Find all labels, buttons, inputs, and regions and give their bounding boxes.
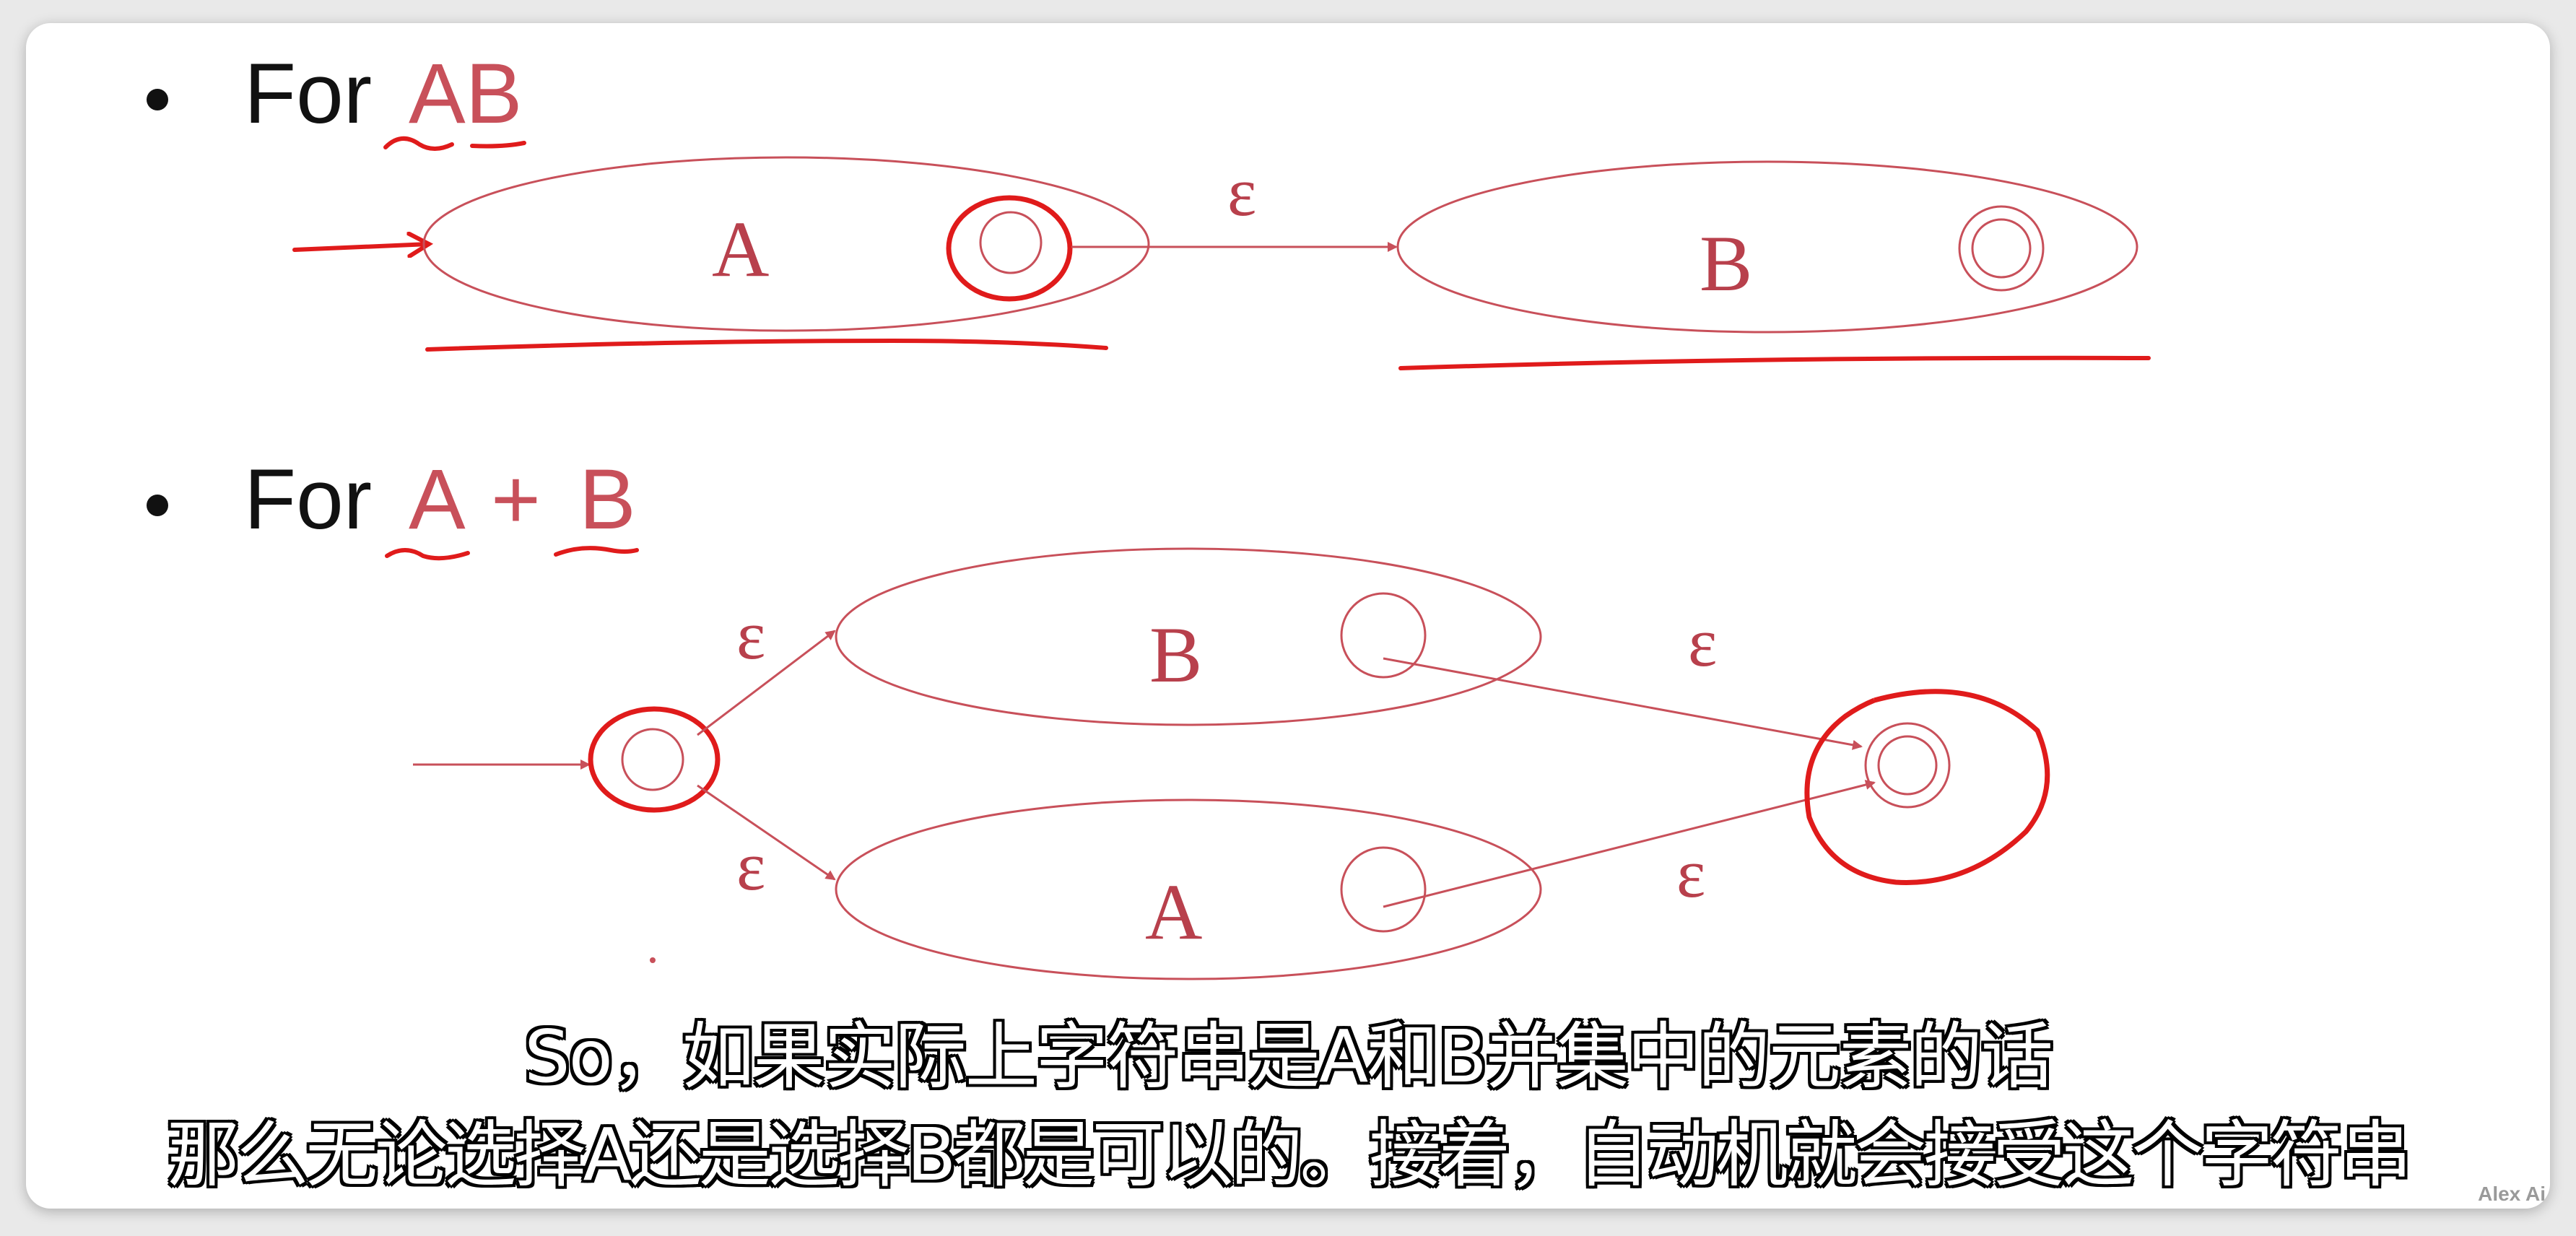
union-machine-a-ellipse [835,798,1542,980]
machine-b-final-inner [1971,218,2032,279]
pen-underline-union-b [554,546,639,557]
union-machine-b-label: B [1149,611,1202,699]
machine-a-label: A [712,205,769,293]
union-machine-a-final [1340,846,1427,933]
union-machine-b-ellipse [835,547,1542,726]
subtitle-line-2: 那么无论选择A还是选择B都是可以的。接着，自动机就会接受这个字符串 [167,1113,2411,1197]
bullet-union [147,495,168,516]
heading-ab-prefix: For [244,46,372,142]
epsilon-label-to-a: ε [736,827,765,905]
video-frame: For AB A ε B For A + B [26,23,2550,1209]
machine-b-label: B [1700,219,1752,308]
pen-underline-b [470,141,526,149]
epsilon-label-ab: ε [1227,153,1256,230]
stray-dot [650,957,656,963]
pen-circle-start [588,706,721,813]
machine-a-final-state [979,211,1043,274]
heading-union-prefix: For [244,452,372,547]
union-final-outer [1864,722,1951,809]
subtitle-line-1: So，如果实际上字符串是A和B并集中的元素的话 [524,1014,2053,1099]
pen-circle-union-final [1804,689,2050,885]
bullet-ab [147,89,168,110]
channel-watermark: Alex Ai [2478,1183,2546,1205]
machine-a-ellipse [422,156,1150,332]
epsilon-transition-to-a [697,784,836,881]
pen-underline-a [383,136,454,151]
heading-union-plus: + [491,452,541,547]
union-machine-b-final [1340,592,1427,679]
union-machine-a-label: A [1145,868,1202,956]
machine-b-ellipse [1396,160,2138,334]
epsilon-transition-to-b [697,630,836,736]
heading-ab-expr: AB [409,46,522,142]
start-state [621,728,684,791]
epsilon-label-from-b: ε [1688,604,1717,681]
union-final-inner [1877,735,1938,796]
pen-underline-union-a [385,548,470,561]
epsilon-transition-from-a [1383,780,1876,908]
slide-canvas: For AB A ε B For A + B [147,46,2151,980]
epsilon-label-to-b: ε [736,596,765,674]
heading-union-term-b: B [579,452,636,547]
epsilon-transition-from-b [1383,657,1863,750]
machine-b-final-outer [1958,205,2045,292]
epsilon-label-from-a: ε [1676,835,1705,912]
pen-underline-machine-b [1398,355,2151,370]
heading-union-term-a: A [409,452,466,547]
pen-circle-a-final [946,195,1073,302]
pen-underline-machine-a [425,338,1108,352]
start-arrow-ab [292,244,429,250]
